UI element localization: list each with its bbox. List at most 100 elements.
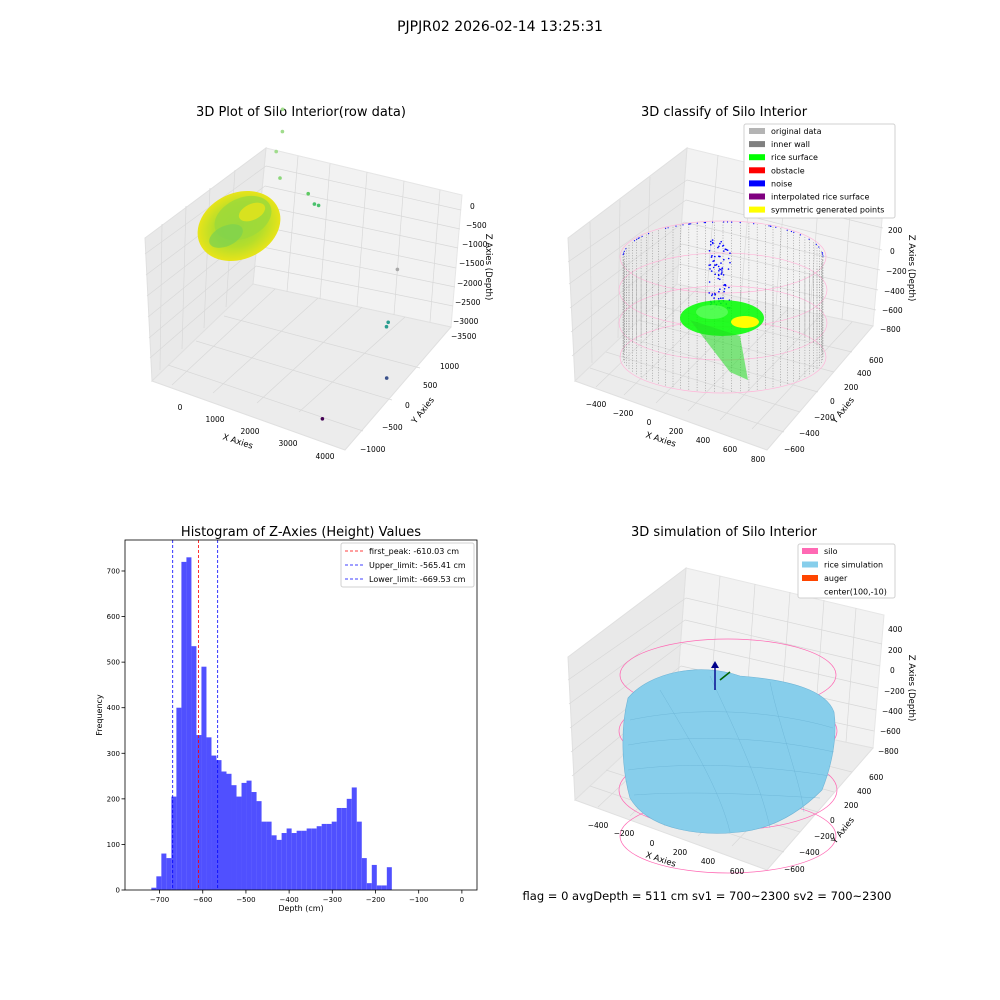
simulation-y-tick: 0 <box>830 816 835 825</box>
figure-suptitle: PJPJR02 2026-02-14 13:25:31 <box>397 19 603 35</box>
classify-y-tick: −400 <box>799 429 820 438</box>
classify-noise-point <box>636 238 638 240</box>
classify-noise-point <box>721 270 723 272</box>
classify-noise-point <box>712 221 714 223</box>
simulation-x-tick: −200 <box>614 829 635 838</box>
raw-x-tick: 4000 <box>315 452 334 461</box>
histogram-x-axis-label: Depth (cm) <box>278 904 323 913</box>
classify-floor-pane <box>574 283 874 451</box>
simulation-y-tick: 400 <box>857 787 872 796</box>
histogram-bar <box>331 821 337 890</box>
raw-outlier-point <box>274 149 279 154</box>
classify-legend-swatch <box>749 193 765 200</box>
simulation-x-tick: 400 <box>701 857 716 866</box>
classify-noise-point <box>719 268 722 271</box>
classify-x-tick: 800 <box>751 455 766 464</box>
classify-noise-point <box>719 242 721 245</box>
histogram-bar <box>306 828 312 890</box>
auger-line <box>719 671 731 681</box>
classify-z-tick: −400 <box>884 287 905 296</box>
classify-noise-point <box>723 250 725 252</box>
classify-noise-point <box>718 270 720 272</box>
classify-noise-point <box>711 294 713 297</box>
classify-noise-point <box>623 250 625 252</box>
histogram-bar <box>341 807 347 890</box>
classify-noise-point <box>711 241 714 244</box>
histogram-axes-frame <box>124 539 478 891</box>
simulation-3d-chart: 3D simulation of Silo Interior <box>567 525 916 876</box>
classify-noise-point <box>717 297 720 300</box>
simulation-legend-swatch <box>802 575 818 581</box>
classify-noise-point <box>623 252 625 254</box>
simulation-legend-label: silo <box>824 547 838 556</box>
classify-noise-point <box>739 221 741 224</box>
histogram-y-tick-labels: 0 100 200 300 400 500 600 700 <box>107 567 125 895</box>
classify-y-tick: 400 <box>857 369 872 378</box>
classify-noise-point <box>769 225 772 227</box>
classify-z-tick: 200 <box>888 226 903 235</box>
classify-noise-point <box>717 265 720 268</box>
classify-noise-point <box>728 286 730 289</box>
histogram-y-tick-label: 100 <box>107 841 120 849</box>
classify-y-tick: 600 <box>869 356 884 365</box>
classify-noise-point <box>768 225 770 227</box>
histogram-chart: Histogram of Z-Axies (Height) Values −70… <box>95 525 478 913</box>
histogram-bar <box>236 796 242 890</box>
classify-noise-point <box>696 222 698 224</box>
classify-chart-title: 3D classify of Silo Interior <box>641 105 808 120</box>
raw-x-tick: 2000 <box>240 427 259 436</box>
raw-x-tick-labels: 0 1000 2000 3000 4000 <box>178 403 335 461</box>
classify-legend-label: original data <box>771 127 822 136</box>
histogram-x-tick-label: 0 <box>460 896 464 904</box>
simulation-rice-mesh <box>627 675 835 833</box>
classify-noise-point <box>729 252 731 254</box>
classify-y-tick: 200 <box>844 383 859 392</box>
simulation-x-tick: 200 <box>673 848 688 857</box>
classify-noise-point <box>704 221 707 224</box>
histogram-bar <box>381 885 387 890</box>
simulation-z-tick-labels: 400 200 0 −200 −400 −600 −800 <box>878 625 905 756</box>
raw-z-tick: −2500 <box>455 298 481 307</box>
classify-noise-point <box>712 260 714 263</box>
simulation-legend-label: auger <box>824 574 848 583</box>
classify-rice-surface <box>680 300 764 380</box>
classify-noise-point <box>724 283 726 286</box>
classify-noise-point <box>725 248 728 251</box>
raw-outlier-point <box>395 267 400 272</box>
raw-z-axis-label: Z Axies (Depth) <box>483 234 493 301</box>
raw-silo-ring <box>197 191 281 261</box>
simulation-z-tick: −600 <box>880 727 901 736</box>
histogram-bar <box>201 666 207 890</box>
classify-noise-point <box>622 254 624 256</box>
histogram-bar <box>266 821 272 890</box>
histogram-bar <box>221 771 227 890</box>
raw-outlier-point <box>280 129 285 134</box>
histogram-bar <box>206 737 212 890</box>
raw-y-tick-labels: −1000 −500 0 500 1000 <box>360 362 459 454</box>
classify-noise-point <box>648 233 650 235</box>
raw-outlier-point <box>384 376 389 380</box>
histogram-bar <box>156 876 162 890</box>
classify-noise-point <box>703 222 705 224</box>
classify-y-tick: −200 <box>814 413 835 422</box>
classify-noise-point <box>717 246 719 249</box>
classify-y-tick: −600 <box>784 445 805 454</box>
raw-y-tick: −1000 <box>360 445 386 454</box>
classify-noise-point <box>723 290 725 293</box>
histogram-bar <box>291 833 297 890</box>
classify-noise-point <box>790 230 793 233</box>
simulation-y-tick: −600 <box>784 865 805 874</box>
classify-noise-point <box>723 258 725 261</box>
histogram-reference-lines <box>172 540 219 890</box>
classify-noise-point <box>711 254 713 257</box>
classify-x-tick-labels: −400 −200 0 200 400 600 800 <box>586 400 766 464</box>
raw-y-tick: 500 <box>423 381 438 390</box>
histogram-bar <box>301 830 307 890</box>
classify-noise-point <box>723 221 725 223</box>
simulation-legend-swatch <box>802 561 818 568</box>
classify-z-tick: 0 <box>890 247 895 256</box>
histogram-y-tick-label: 700 <box>107 567 120 575</box>
classify-noise-point <box>708 264 710 267</box>
raw-z-tick: −500 <box>466 221 487 230</box>
raw-z-tick-labels: 0 −500 −1000 −1500 −2000 −2500 −3000 −35… <box>451 202 488 341</box>
